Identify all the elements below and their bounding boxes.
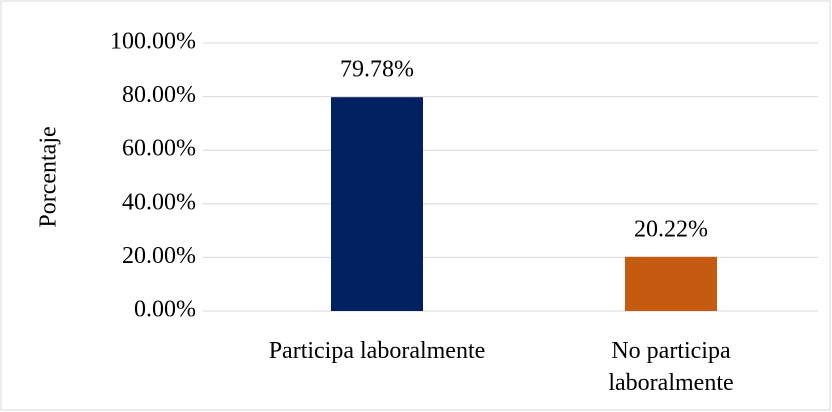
x-tick-label: Participa laboralmente [268, 338, 486, 364]
y-tick-label: 80.00% [122, 82, 196, 108]
value-label: 79.78% [340, 57, 414, 83]
value-label: 20.22% [634, 216, 708, 242]
y-tick-label: 100.00% [110, 29, 196, 55]
y-tick-label: 20.00% [122, 243, 196, 269]
bar [331, 97, 423, 311]
x-tick-label-box: Participa laboralmente [268, 338, 486, 364]
x-tick-label-box: No participa laboralmente [608, 338, 734, 396]
y-tick-label: 60.00% [122, 136, 196, 162]
bar [625, 256, 717, 311]
y-tick-label: 40.00% [122, 189, 196, 215]
y-tick-label: 0.00% [134, 297, 196, 323]
x-tick-label: No participa laboralmente [608, 338, 734, 396]
y-axis-label: Porcentaje [36, 126, 62, 227]
